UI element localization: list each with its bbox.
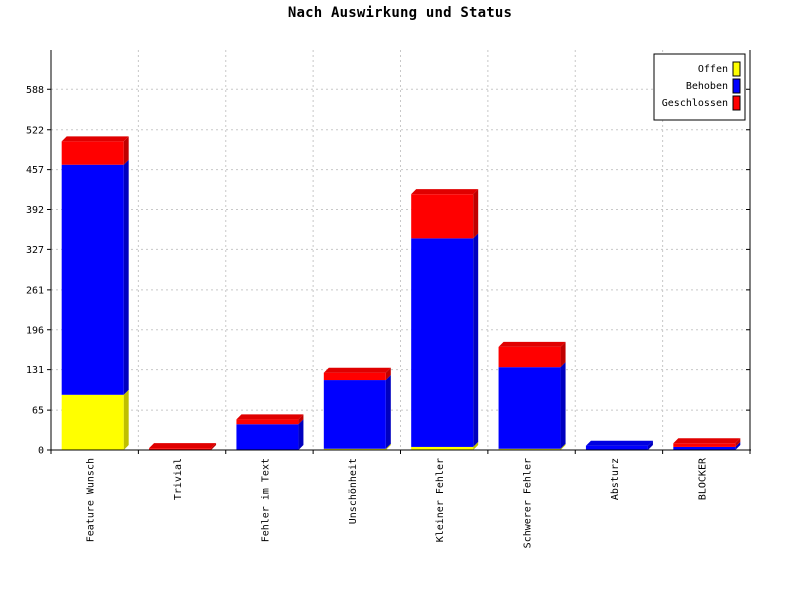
legend-box [653,53,746,121]
legend-label-behoben: Behoben [686,81,728,92]
bar-behoben-side [298,419,304,450]
y-tick-label: 522 [26,125,44,136]
bar-offen [411,446,474,450]
bar-geschlossen-side [473,189,479,239]
x-tick-label: Fehler im Text [260,458,271,542]
bar-geschlossen [236,419,299,425]
bar-behoben-side [735,441,741,450]
y-tick-label: 0 [38,446,44,457]
legend-swatch-behoben [732,78,741,94]
y-tick-label: 196 [26,325,44,336]
x-tick-label: Kleiner Fehler [435,458,446,542]
bar-geschlossen [149,448,212,450]
bar-geschlossen-side [735,438,741,447]
bar-geschlossen [411,194,474,239]
y-tick-label: 392 [26,205,44,216]
bar-behoben [498,367,561,449]
bar-geschlossen-side [123,136,129,165]
y-tick-label: 131 [26,365,44,376]
bar-behoben-side [123,159,129,395]
bar-geschlossen-top [411,189,479,195]
bar-behoben-side [647,440,653,450]
y-tick-label: 261 [26,285,44,296]
bar-behoben [323,380,386,449]
legend-label-geschlossen: Geschlossen [662,98,728,109]
bar-offen [61,394,124,450]
y-tick-label: 588 [26,85,44,96]
x-tick-label: BLOCKER [697,457,708,500]
bar-offen-side [560,443,566,450]
bar-geschlossen [498,346,561,368]
bar-geschlossen [673,443,736,447]
x-tick-label: Feature Wunsch [86,458,97,542]
x-tick-label: Absturz [610,458,621,500]
bar-geschlossen-top [149,443,217,449]
bar-geschlossen-top [673,438,741,444]
chart-title: Nach Auswirkung und Status [287,5,513,21]
bar-offen-side [385,443,391,450]
bar-geschlossen [323,372,386,381]
bar-behoben [61,164,124,395]
bar-offen [323,448,386,450]
bar-behoben-side [385,375,391,449]
bar-behoben [585,445,648,450]
bar-behoben-side [473,233,479,447]
bar-offen-side [123,389,129,450]
bar-geschlossen-side [560,341,566,368]
legend-label-offen: Offen [698,64,728,75]
legend-swatch-offen [732,61,741,77]
y-tick-label: 327 [26,245,44,256]
bar-geschlossen [61,141,124,165]
y-tick-label: 65 [32,406,44,417]
bar-geschlossen-side [385,367,391,381]
bar-behoben-top [585,440,653,446]
bar-behoben [236,424,299,450]
bar-behoben-side [560,362,566,449]
bar-offen [498,448,561,450]
bar-geschlossen-top [61,136,129,142]
legend-swatch-geschlossen [732,95,741,111]
bar-geschlossen-top [323,367,391,373]
y-tick-label: 457 [26,165,44,176]
bar-geschlossen-top [236,414,304,420]
x-tick-label: Trivial [173,458,184,500]
x-tick-label: Schwerer Fehler [523,458,534,548]
bar-offen-side [473,441,479,450]
bar-geschlossen-side [298,414,304,425]
x-tick-label: Unschönheit [348,458,359,524]
bar-geschlossen-side [211,443,217,450]
bar-behoben [673,446,736,450]
bar-behoben [411,238,474,447]
bar-geschlossen-top [498,341,566,347]
